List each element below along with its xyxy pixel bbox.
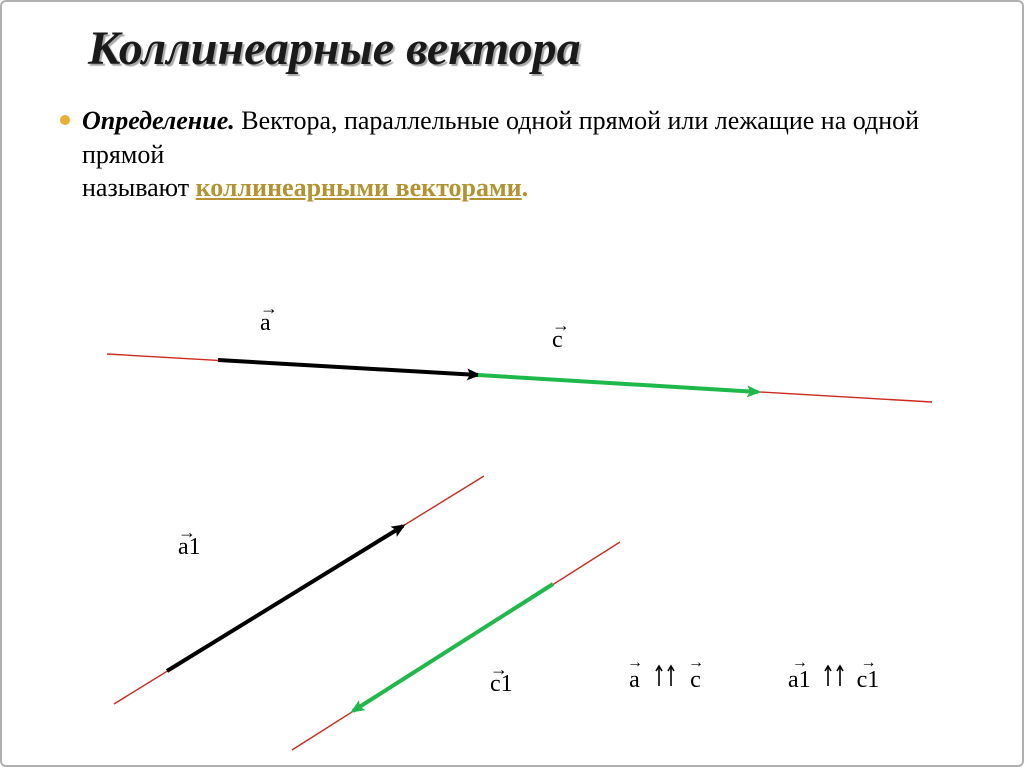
definition-lead: Определение.	[82, 106, 235, 135]
slide-frame: Коллинеарные вектора Определение. Вектор…	[0, 0, 1024, 767]
definition-body-2: называют	[82, 173, 196, 202]
definition-text: Определение. Вектора, параллельные одной…	[82, 104, 964, 204]
definition-period: .	[522, 173, 529, 202]
label-c: →c	[552, 316, 568, 352]
label-a: →a	[260, 299, 276, 335]
notation-pair-1: →a →c	[627, 656, 703, 692]
definition-link: коллинеарными векторами	[196, 173, 522, 202]
definition-block: Определение. Вектора, параллельные одной…	[60, 104, 964, 204]
notation-row: →a →c →a1 →c1	[627, 656, 879, 692]
label-a1: →a1	[178, 523, 201, 559]
codirected-icon	[823, 664, 845, 688]
codirected-icon	[654, 664, 676, 688]
slide-title: Коллинеарные вектора	[88, 24, 964, 74]
bullet-icon	[60, 115, 70, 125]
notation-pair-2: →a1 →c1	[788, 656, 879, 692]
label-c1: →c1	[490, 660, 513, 696]
